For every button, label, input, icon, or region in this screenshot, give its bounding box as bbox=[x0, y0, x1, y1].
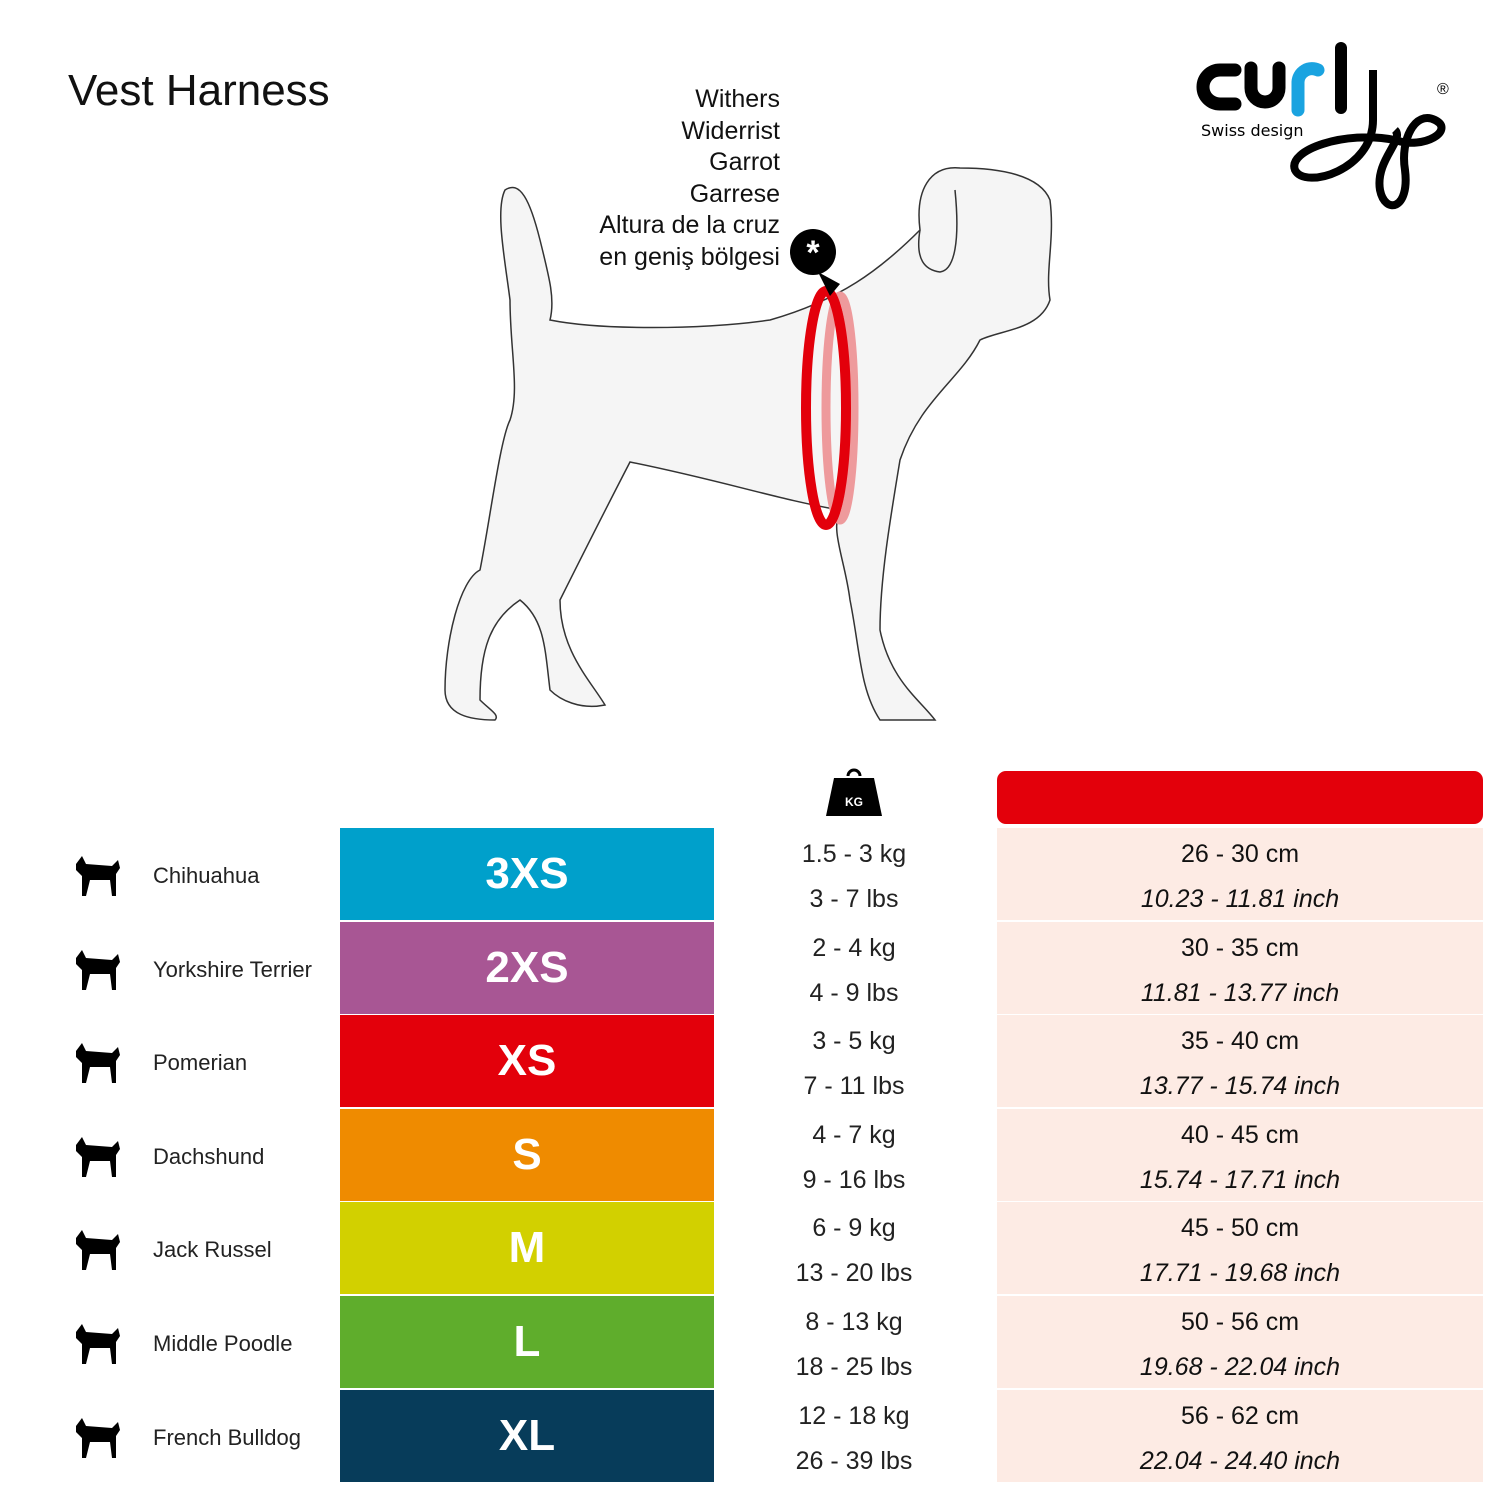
withers-marker-icon bbox=[790, 229, 836, 275]
withers-label: Withers bbox=[695, 85, 780, 113]
registered-mark: ® bbox=[1437, 81, 1449, 98]
measurement-cm: 50 - 56 cm bbox=[1180, 1308, 1300, 1336]
withers-label: en geniş bölgesi bbox=[599, 242, 780, 271]
measurement-cell: 30 - 35 cm 11.81 - 13.77 inch bbox=[997, 921, 1483, 1014]
measurement-cm: 40 - 45 cm bbox=[1180, 1120, 1300, 1149]
weight-lbs: 4 - 9 lbs bbox=[809, 978, 899, 1007]
logo-tagline: Swiss design bbox=[1201, 121, 1304, 140]
size-label: M bbox=[340, 1202, 714, 1295]
size-label: XS bbox=[340, 1015, 714, 1108]
weight-lbs: 3 - 7 lbs bbox=[809, 885, 899, 913]
measurement-inch: 15.74 - 17.71 inch bbox=[1139, 1165, 1341, 1194]
dog-diagram: * bbox=[444, 167, 1053, 721]
measurement-inch: 19.68 - 22.04 inch bbox=[1139, 1353, 1341, 1381]
size-label: 3XS bbox=[340, 828, 714, 920]
breed-name: Dachshund bbox=[153, 1143, 265, 1169]
size-label: L bbox=[340, 1296, 714, 1388]
weight-kg: 1.5 - 3 kg bbox=[801, 840, 907, 868]
measurement-cm: 56 - 62 cm bbox=[1180, 1401, 1300, 1430]
measurement-inch: 10.23 - 11.81 inch bbox=[1140, 885, 1340, 913]
withers-labels: Withers Widerrist Garrot Garrese Altura … bbox=[599, 84, 780, 273]
weight-icon: KG bbox=[826, 768, 882, 816]
measurement-inch: 13.77 - 15.74 inch bbox=[1139, 1072, 1341, 1101]
weight-kg: 4 - 7 kg bbox=[812, 1120, 896, 1149]
weight-lbs: 13 - 20 lbs bbox=[795, 1259, 913, 1288]
dog-breed-icon bbox=[76, 1230, 120, 1271]
measurement-inch: 17.71 - 19.68 inch bbox=[1139, 1259, 1341, 1288]
withers-label: Altura de la cruz bbox=[599, 211, 780, 239]
measurement-cm: 35 - 40 cm bbox=[1180, 1027, 1300, 1056]
size-row: Chihuahua 3XS 1.5 - 3 kg 3 - 7 lbs 26 - … bbox=[0, 828, 1500, 922]
measurement-cm: 30 - 35 cm bbox=[1180, 933, 1300, 962]
breed-name: Jack Russel bbox=[153, 1237, 272, 1263]
measurement-inch: 11.81 - 13.77 inch bbox=[1140, 978, 1340, 1007]
size-label: XL bbox=[340, 1389, 714, 1482]
dog-breed-icon bbox=[76, 1043, 120, 1084]
measurement-inch: 22.04 - 24.40 inch bbox=[1139, 1446, 1341, 1475]
breed-name: Chihuahua bbox=[153, 863, 260, 888]
measurement-cm: 26 - 30 cm bbox=[1180, 840, 1300, 868]
measurement-cell: 35 - 40 cm 13.77 - 15.74 inch bbox=[997, 1015, 1483, 1108]
withers-label: Garrot bbox=[709, 148, 780, 176]
weight-lbs: 9 - 16 lbs bbox=[802, 1165, 906, 1194]
curli-logo: Swiss design ® bbox=[1196, 42, 1449, 210]
breed-name: Yorkshire Terrier bbox=[153, 956, 312, 982]
dog-silhouette bbox=[444, 167, 1053, 721]
breed-name: Middle Poodle bbox=[153, 1331, 293, 1356]
size-label: S bbox=[340, 1108, 714, 1201]
weight-lbs: 18 - 25 lbs bbox=[795, 1353, 913, 1381]
measurement-cell: 40 - 45 cm 15.74 - 17.71 inch bbox=[997, 1108, 1483, 1201]
breed-name: Pomerian bbox=[153, 1050, 248, 1076]
size-row: Middle Poodle L 8 - 13 kg 18 - 25 lbs 50… bbox=[0, 1296, 1500, 1390]
weight-kg: 8 - 13 kg bbox=[805, 1308, 903, 1336]
measurement-cell: 50 - 56 cm 19.68 - 22.04 inch bbox=[997, 1296, 1483, 1388]
weight-lbs: 7 - 11 lbs bbox=[803, 1072, 905, 1101]
size-row: Pomerian XS 3 - 5 kg 7 - 11 lbs 35 - 40 … bbox=[0, 1015, 1500, 1109]
weight-lbs: 26 - 39 lbs bbox=[795, 1446, 913, 1475]
harness-back bbox=[821, 291, 859, 525]
withers-label: Widerrist bbox=[681, 116, 780, 145]
dog-breed-icon bbox=[76, 949, 120, 990]
measurement-cell: 45 - 50 cm 17.71 - 19.68 inch bbox=[997, 1202, 1483, 1295]
breed-name: French Bulldog bbox=[153, 1424, 301, 1450]
weight-kg: 6 - 9 kg bbox=[812, 1214, 896, 1243]
measurement-cell: 56 - 62 cm 22.04 - 24.40 inch bbox=[997, 1389, 1483, 1482]
svg-text:*: * bbox=[806, 234, 820, 272]
weight-icon-label: KG bbox=[845, 795, 863, 809]
size-row: Jack Russel M 6 - 9 kg 13 - 20 lbs 45 - … bbox=[0, 1202, 1500, 1296]
dog-breed-icon bbox=[76, 1324, 120, 1364]
harness-front bbox=[801, 286, 851, 530]
size-row: Dachshund S 4 - 7 kg 9 - 16 lbs 40 - 45 … bbox=[0, 1108, 1500, 1203]
dog-breed-icon bbox=[76, 856, 120, 896]
page-title: Vest Harness bbox=[68, 66, 330, 115]
weight-kg: 2 - 4 kg bbox=[812, 933, 896, 962]
size-row: Yorkshire Terrier 2XS 2 - 4 kg 4 - 9 lbs… bbox=[0, 921, 1500, 1016]
measurement-cell: 26 - 30 cm 10.23 - 11.81 inch bbox=[997, 828, 1483, 920]
dog-breed-icon bbox=[76, 1136, 120, 1177]
measurement-header-bar bbox=[997, 771, 1483, 824]
weight-kg: 12 - 18 kg bbox=[798, 1401, 910, 1430]
size-row: French Bulldog XL 12 - 18 kg 26 - 39 lbs… bbox=[0, 1389, 1500, 1484]
withers-label: Garrese bbox=[689, 179, 780, 208]
dog-breed-icon bbox=[76, 1417, 120, 1458]
measurement-cm: 45 - 50 cm bbox=[1180, 1214, 1300, 1243]
weight-kg: 3 - 5 kg bbox=[812, 1027, 896, 1056]
size-label: 2XS bbox=[340, 921, 714, 1014]
